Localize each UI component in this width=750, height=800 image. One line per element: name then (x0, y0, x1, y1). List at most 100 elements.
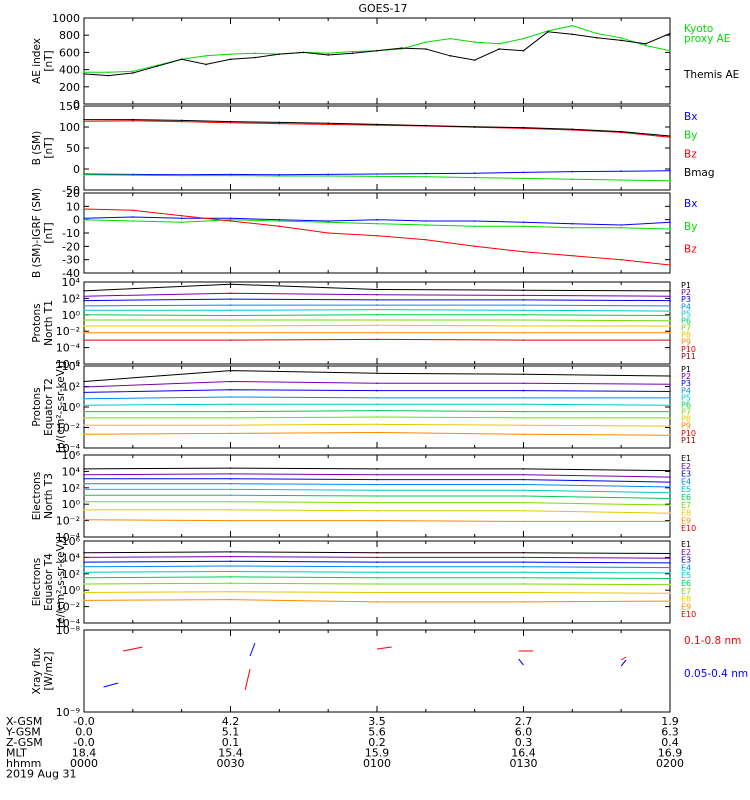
data-point (327, 54, 329, 56)
data-point (376, 571, 378, 574)
data-point (425, 224, 427, 226)
y-tick-label: 10⁻⁴ (56, 531, 81, 544)
series-group-5 (83, 369, 671, 437)
data-point (229, 509, 232, 511)
data-point (278, 220, 281, 222)
legend-entry: 0.1-0.8 nm (684, 635, 741, 647)
footer-cell: 0.4 (661, 736, 679, 749)
data-point (522, 468, 525, 470)
data-point (83, 576, 85, 579)
data-point (327, 220, 329, 222)
panel-7: 10⁶ 10⁴ 10² 10⁰ 10⁻² 10⁻⁴ Electrons Equator T4[… (31, 535, 696, 630)
channel-label: P1 (681, 281, 691, 290)
data-point (229, 309, 232, 312)
data-point (376, 331, 378, 334)
data-point (571, 254, 574, 257)
data-point (83, 477, 85, 480)
data-point (83, 386, 85, 388)
data-point (473, 172, 476, 174)
data-point (83, 500, 85, 503)
data-point (669, 339, 671, 341)
channel-label: P8 (681, 415, 691, 424)
y-tick-label: 20 (66, 187, 80, 200)
data-point (156, 65, 159, 67)
footer-cell: 0.1 (222, 736, 240, 749)
footer-row-label: Y-GSM (5, 726, 41, 739)
channel-label: P7 (681, 324, 691, 333)
data-point (83, 120, 85, 122)
data-point (229, 467, 232, 469)
y-tick-label: 10⁰ (62, 309, 81, 322)
data-point (180, 174, 183, 177)
data-point (376, 389, 378, 392)
data-point (229, 292, 232, 294)
data-point (595, 36, 598, 39)
data-point (254, 56, 256, 59)
footer-cell: 0.2 (368, 736, 386, 749)
data-point (644, 43, 647, 45)
data-point (229, 598, 232, 601)
data-point (83, 290, 85, 292)
figure-title: GOES-17 (358, 2, 407, 15)
footer-cell: 3.5 (368, 715, 386, 728)
y-tick-label: 10⁴ (62, 276, 81, 289)
data-point (522, 576, 525, 579)
data-point (669, 135, 671, 137)
data-point (376, 478, 378, 481)
data-point (376, 576, 378, 579)
data-point (229, 304, 232, 306)
panel-frame (83, 105, 671, 191)
footer-cell: 0200 (656, 757, 684, 770)
footer-cell: 5.6 (368, 726, 386, 739)
data-point (132, 70, 134, 73)
data-point (83, 309, 85, 312)
footer-cell: -0.0 (73, 715, 94, 728)
data-point (376, 509, 378, 512)
data-point (522, 250, 525, 253)
data-point (229, 220, 232, 222)
data-point (83, 591, 85, 594)
data-point (669, 32, 671, 35)
channel-label: E9 (681, 516, 691, 525)
panel-8: 10⁻⁸ 10⁻⁹ Xray flux [W/m2] 0.1-0.8 nm 0.05-0.… (31, 624, 748, 719)
data-point (669, 375, 671, 377)
legend-entry: Kyoto (684, 23, 713, 35)
channel-label: E4 (681, 477, 691, 486)
data-point (376, 565, 378, 568)
channel-label: P9 (681, 338, 691, 347)
channel-label: E4 (681, 563, 691, 572)
channel-label: P5 (681, 393, 691, 402)
data-point (132, 220, 134, 222)
data-point (595, 32, 598, 35)
footer-cell: 5.1 (222, 726, 240, 739)
data-point (278, 218, 281, 221)
y-tick-label: 0 (73, 98, 80, 111)
data-point (205, 55, 207, 57)
data-point (180, 58, 183, 61)
y-tick-label: 10⁻² (56, 601, 80, 614)
data-point (669, 434, 671, 437)
y-tick-label: 800 (59, 29, 80, 42)
channel-label: E3 (681, 470, 691, 479)
channel-label: E7 (681, 501, 691, 510)
legend-entry: Bx (684, 111, 697, 123)
data-point (83, 217, 85, 220)
y-tick-label: 10⁰ (62, 584, 81, 597)
data-point (83, 561, 85, 563)
data-point (132, 216, 134, 218)
data-point (83, 583, 85, 585)
footer-cell: 0.3 (515, 736, 533, 749)
footer-row-label: Z-GSM (6, 736, 43, 749)
channel-label: E8 (681, 595, 691, 604)
data-point (376, 423, 378, 426)
series-group-3 (83, 208, 671, 266)
data-point (376, 431, 378, 434)
data-point (522, 389, 525, 392)
data-point (473, 245, 476, 248)
data-point (669, 566, 671, 569)
data-point (83, 473, 85, 476)
y-tick-label: 10⁻² (56, 325, 80, 338)
data-point (669, 504, 671, 506)
y-tick-label: 0 (73, 214, 80, 227)
channel-label: P6 (681, 316, 691, 325)
